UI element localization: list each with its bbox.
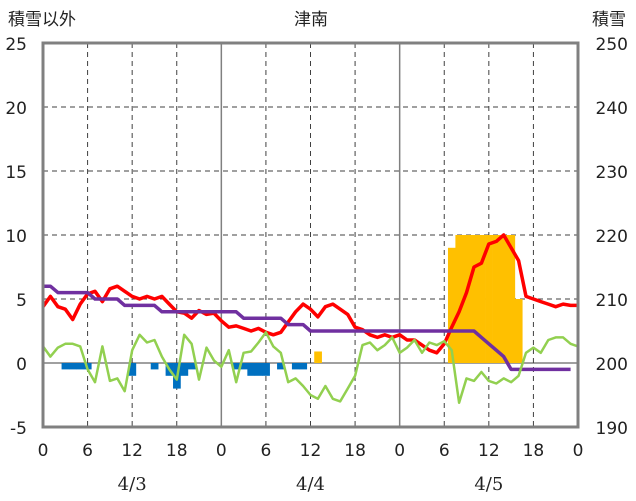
x-tick-label: 12 [478,441,500,461]
date-label: 4/5 [474,474,503,495]
left-tick-label: -5 [10,419,27,439]
left-tick-label: 5 [16,291,27,311]
x-tick-label: 0 [573,441,584,461]
date-label: 4/4 [296,474,325,495]
bar-0 [462,235,471,363]
x-tick-label: 6 [439,441,450,461]
left-tick-label: 15 [5,163,27,183]
line-1 [43,284,571,372]
right-tick-label: 200 [596,355,628,375]
x-tick-label: 0 [216,441,227,461]
bar-1 [291,363,300,370]
bar-1 [239,363,248,370]
bar-1 [150,363,159,370]
left-tick-label: 10 [5,227,27,247]
right-tick-label: 220 [596,227,628,247]
bar-1 [247,363,256,376]
right-tick-label: 230 [596,163,628,183]
bar-0 [447,247,456,363]
line-0 [41,233,578,355]
x-tick-label: 18 [344,441,366,461]
bar-1 [254,363,263,376]
left-tick-label: 20 [5,99,27,119]
bar-series [61,235,523,389]
bar-0 [507,235,516,363]
x-tick-label: 18 [523,441,545,461]
bar-1 [180,363,189,376]
bar-1 [187,363,196,370]
chart-title: 津南 [294,10,328,30]
bar-0 [492,235,501,363]
bar-1 [277,363,285,370]
x-tick-label: 0 [38,441,49,461]
right-tick-label: 210 [596,291,628,311]
x-tick-label: 6 [261,441,272,461]
bar-1 [128,363,137,376]
bar-1 [232,363,241,370]
bar-0 [499,235,508,363]
bar-0 [514,299,523,363]
tick-labels: -5 0 5 10 15 20 25 190 200 210 220 230 240 250 0 6 12 18 0… [5,35,628,495]
x-tick-label: 12 [121,441,143,461]
bar-0 [455,235,464,363]
bar-1 [61,363,70,370]
right-tick-label: 240 [596,99,628,119]
bar-1 [69,363,77,370]
left-tick-label: 0 [16,355,27,375]
line-series [41,233,579,404]
right-tick-label: 190 [596,419,628,439]
x-tick-label: 18 [166,441,188,461]
bar-0 [485,235,493,363]
left-tick-label: 25 [5,35,27,55]
x-tick-label: 12 [300,441,322,461]
plot-frame [41,41,580,429]
date-label: 4/3 [118,474,147,495]
bar-1 [76,363,85,370]
bar-0 [314,351,322,363]
bar-1 [262,363,270,376]
x-tick-label: 6 [82,441,93,461]
right-axis-label: 積雪 [592,10,626,30]
bar-1 [299,363,308,370]
bar-0 [470,235,478,363]
x-tick-label: 0 [394,441,405,461]
bar-0 [477,235,486,363]
line-2 [41,331,579,404]
right-tick-label: 250 [596,35,628,55]
left-axis-label: 積雪以外 [8,10,76,30]
